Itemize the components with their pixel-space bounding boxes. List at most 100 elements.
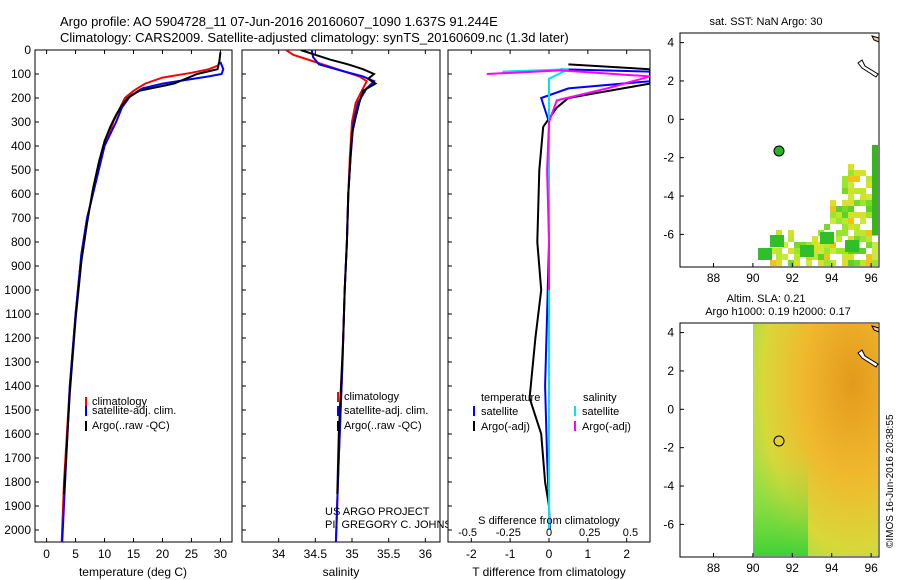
legend-argo-label: Argo(..raw -QC) xyxy=(92,420,170,432)
sst-pixel xyxy=(836,236,842,242)
sst-pixel xyxy=(836,212,842,218)
map-y-tick-label: 0 xyxy=(667,112,674,126)
sst-pixel xyxy=(842,212,848,218)
sst-pixels xyxy=(758,145,878,266)
sst-pixel xyxy=(866,182,872,188)
sst-pixel xyxy=(848,176,854,182)
sla-field-low xyxy=(753,324,808,556)
map-y-tick-label: -2 xyxy=(663,151,674,165)
map-y-tick-label: -4 xyxy=(663,479,674,493)
y-tick-label: 400 xyxy=(11,139,31,153)
sst-pixel xyxy=(854,224,860,230)
sst-pixel xyxy=(872,260,878,266)
sst-pixel xyxy=(866,260,872,266)
sst-pixel xyxy=(788,248,794,254)
sst-pixel xyxy=(860,170,866,176)
legend-clim-label: climatology xyxy=(92,396,148,408)
sst-pixel xyxy=(872,175,878,181)
coastline xyxy=(857,59,879,78)
side-stamp: ©IMOS 16-Jun-2016 20:38:55 xyxy=(885,414,896,548)
y-tick-label: 900 xyxy=(11,259,31,273)
sst-pixel xyxy=(818,242,824,248)
sst-pixel xyxy=(872,229,878,235)
temperature-xlabel: temperature (deg C) xyxy=(79,565,187,579)
sst-pixel xyxy=(776,230,782,236)
sst-pixel xyxy=(854,212,860,218)
series-line-argo-raw-qc- xyxy=(63,52,222,495)
x-tick-label: 15 xyxy=(127,547,141,561)
sst-pixel xyxy=(848,236,854,242)
sst-pixel xyxy=(842,218,848,224)
y-tick-label: 1300 xyxy=(4,355,31,369)
sst-pixel xyxy=(848,254,854,260)
y-tick-label: 1100 xyxy=(5,307,31,321)
sst-pixel xyxy=(842,260,848,266)
y-tick-label: 100 xyxy=(11,67,31,81)
sst-pixel xyxy=(836,248,842,254)
sst-pixel xyxy=(818,254,824,260)
map-y-tick-label: 4 xyxy=(667,326,674,340)
sst-pixel xyxy=(824,242,830,248)
legend-sat-label: satellite-adj. clim. xyxy=(92,405,176,417)
sst-pixel xyxy=(794,242,800,248)
credit-line1: US ARGO PROJECT xyxy=(325,506,430,518)
sst-pixel xyxy=(842,206,848,212)
map-y-tick-label: 2 xyxy=(667,364,674,378)
sst-pixel xyxy=(872,199,878,205)
sst-pixel xyxy=(866,242,872,248)
y-tick-label: 300 xyxy=(11,115,31,129)
x-tick-label: 5 xyxy=(72,547,79,561)
sst-pixel xyxy=(800,245,814,257)
sst-pixel xyxy=(854,200,860,206)
sst-pixel xyxy=(860,236,866,242)
sst-pixel xyxy=(866,254,872,260)
salinity-legend: climatology satellite-adj. clim. Argo(..… xyxy=(337,391,428,432)
sst-pixel xyxy=(854,260,860,266)
sst-pixel xyxy=(848,206,854,212)
x-tick-label: 20 xyxy=(156,547,170,561)
map-x-tick-label: 96 xyxy=(864,561,878,575)
x-tick-label: 25 xyxy=(185,547,199,561)
map-x-tick-label: 90 xyxy=(746,561,760,575)
sst-pixel xyxy=(854,170,860,176)
x-tick-label: 30 xyxy=(214,547,228,561)
sst-map-title: sat. SST: NaN Argo: 30 xyxy=(709,16,822,28)
coastline xyxy=(871,325,880,333)
temperature-legend: climatology satellite-adj. clim. Argo(..… xyxy=(85,396,176,432)
sst-pixel xyxy=(788,230,794,236)
x-tick-label: 1 xyxy=(585,547,592,561)
sst-pixel xyxy=(788,260,794,266)
legend-s-sat-label: satellite xyxy=(582,406,619,418)
x-tick-label: 35.5 xyxy=(377,547,401,561)
legend-argo-label: Argo(..raw -QC) xyxy=(344,420,422,432)
legend-temperature-title: temperature xyxy=(481,392,540,404)
sst-pixel xyxy=(866,212,872,218)
sst-pixel xyxy=(866,200,872,206)
sst-pixel xyxy=(866,176,872,182)
sst-pixel xyxy=(854,176,860,182)
sst-pixel xyxy=(872,181,878,187)
map-x-tick-label: 92 xyxy=(786,561,800,575)
y-tick-label: 500 xyxy=(11,163,31,177)
map-x-tick-label: 88 xyxy=(707,561,721,575)
x-tick-label: 36 xyxy=(419,547,433,561)
sst-pixel xyxy=(860,248,866,254)
sst-pixel xyxy=(788,236,794,242)
sst-pixel xyxy=(770,248,776,254)
sst-pixel xyxy=(860,194,866,200)
sst-pixel xyxy=(830,212,836,218)
sst-pixel xyxy=(845,240,859,252)
x-tick-label: 34 xyxy=(272,547,286,561)
sla-map-title2: Argo h1000: 0.19 h2000: 0.17 xyxy=(705,306,851,318)
sst-pixel xyxy=(824,248,830,254)
y-tick-label: 700 xyxy=(11,211,31,225)
sst-pixel xyxy=(872,217,878,223)
sst-pixel xyxy=(824,260,830,266)
sst-pixel xyxy=(842,230,848,236)
sst-pixel xyxy=(872,187,878,193)
sst-pixel xyxy=(872,254,878,260)
x-tick-label: 35 xyxy=(345,547,359,561)
x-tick-label: -2 xyxy=(466,547,477,561)
sst-pixel xyxy=(818,248,824,254)
sst-pixel xyxy=(848,170,854,176)
